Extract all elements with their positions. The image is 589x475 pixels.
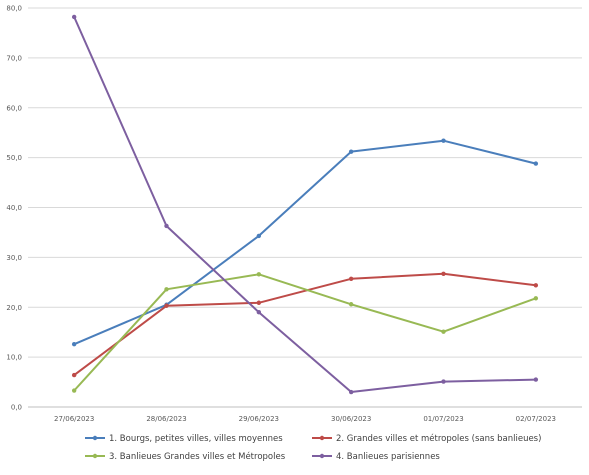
gridlines bbox=[28, 7, 582, 358]
x-tick-label: 02/07/2023 bbox=[516, 415, 556, 423]
data-point bbox=[71, 341, 77, 347]
data-point bbox=[348, 389, 354, 395]
legend-label: 3. Banlieues Grandes villes et Métropole… bbox=[109, 451, 286, 462]
legend-swatch-marker bbox=[319, 435, 325, 441]
data-point bbox=[71, 388, 77, 393]
series-1 bbox=[71, 138, 539, 347]
series-line bbox=[73, 16, 537, 393]
data-point bbox=[533, 161, 539, 166]
data-point bbox=[164, 303, 169, 308]
y-tick-label: 20,0 bbox=[6, 304, 22, 312]
data-point bbox=[256, 310, 262, 315]
legend-swatch-marker bbox=[92, 435, 98, 441]
data-point bbox=[348, 149, 354, 154]
legend: 1. Bourgs, petites villes, villes moyenn… bbox=[85, 433, 541, 462]
legend-item: 4. Banlieues parisiennes bbox=[312, 452, 440, 462]
x-tick-label: 01/07/2023 bbox=[423, 415, 463, 423]
series-4 bbox=[71, 14, 539, 395]
y-tick-label: 10,0 bbox=[6, 354, 22, 362]
y-tick-label: 70,0 bbox=[6, 54, 22, 62]
y-tick-label: 60,0 bbox=[6, 104, 22, 112]
y-axis: 0,0 10,0 20,0 30,0 40,0 50,0 60,0 70,0 80,0 bbox=[6, 5, 22, 412]
legend-label: 4. Banlieues parisiennes bbox=[336, 452, 440, 462]
legend-label: 2. Grandes villes et métropoles (sans ba… bbox=[336, 433, 541, 444]
y-tick-label: 40,0 bbox=[6, 204, 22, 212]
data-point bbox=[348, 276, 354, 282]
y-tick-label: 50,0 bbox=[6, 154, 22, 162]
data-point bbox=[348, 302, 354, 307]
legend-swatch-marker bbox=[319, 453, 325, 459]
data-point bbox=[441, 271, 446, 277]
x-tick-label: 27/06/2023 bbox=[54, 415, 94, 423]
data-point bbox=[533, 296, 539, 301]
legend-swatch-marker bbox=[92, 453, 98, 459]
data-point bbox=[441, 329, 446, 334]
x-tick-label: 28/06/2023 bbox=[146, 415, 186, 423]
legend-item: 3. Banlieues Grandes villes et Métropole… bbox=[85, 451, 286, 462]
x-axis: 27/06/2023 28/06/2023 29/06/2023 30/06/2023… bbox=[28, 406, 582, 423]
legend-item: 1. Bourgs, petites villes, villes moyenn… bbox=[85, 434, 283, 444]
series-line bbox=[73, 273, 537, 392]
series-lines bbox=[71, 14, 539, 395]
data-point bbox=[71, 14, 77, 20]
data-point bbox=[256, 300, 262, 305]
data-point bbox=[533, 377, 539, 382]
legend-item: 2. Grandes villes et métropoles (sans ba… bbox=[312, 433, 541, 444]
y-tick-label: 30,0 bbox=[6, 254, 22, 262]
x-tick-label: 30/06/2023 bbox=[331, 415, 371, 423]
data-point bbox=[441, 138, 446, 143]
series-line bbox=[73, 139, 537, 346]
series-3 bbox=[71, 272, 539, 393]
y-tick-label: 80,0 bbox=[6, 5, 22, 13]
data-point bbox=[441, 379, 446, 384]
series-2 bbox=[71, 271, 539, 378]
data-point bbox=[164, 223, 169, 229]
y-tick-label: 0,0 bbox=[11, 404, 22, 412]
data-point bbox=[71, 372, 77, 378]
data-point bbox=[164, 287, 169, 292]
legend-label: 1. Bourgs, petites villes, villes moyenn… bbox=[109, 434, 283, 444]
series-line bbox=[73, 272, 537, 377]
x-tick-label: 29/06/2023 bbox=[239, 415, 279, 423]
data-point bbox=[256, 272, 262, 277]
data-point bbox=[256, 233, 262, 239]
data-point bbox=[533, 283, 539, 288]
